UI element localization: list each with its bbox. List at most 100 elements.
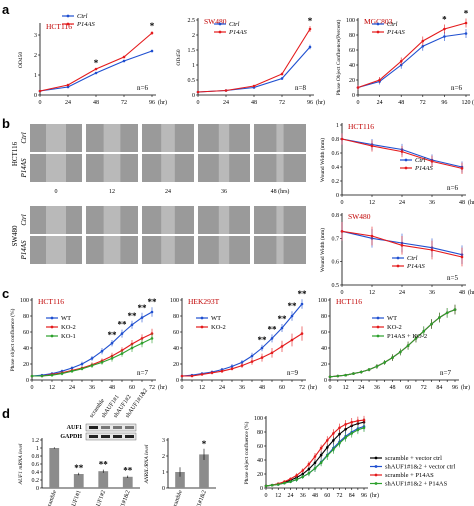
data-point (230, 365, 234, 368)
x-tick-label: 96 (149, 100, 155, 106)
series-line (32, 333, 153, 377)
legend-marker (200, 316, 204, 320)
x-unit-label: (hr) (316, 99, 325, 106)
x-tick-label: 12 (343, 385, 349, 391)
legend-label: Ctrl (407, 255, 418, 262)
y-tick-label: 60 (257, 444, 263, 450)
y-tick-label: 80 (23, 314, 29, 320)
x-tick-label: 120 (462, 100, 471, 106)
series-ko-1 (30, 333, 154, 378)
data-point (276, 483, 280, 486)
blot-strip (85, 432, 137, 441)
legend-label: shAUF1#1&2 + P14AS (385, 481, 448, 488)
wound-gap (103, 154, 121, 182)
x-tick-label: 0 (39, 100, 42, 106)
significance-star: ** (278, 314, 288, 324)
x-tick-label: 84 (349, 493, 355, 499)
panel-letter-b: b (2, 116, 10, 131)
data-point (319, 453, 323, 457)
wound-cell-label: HCT116 (11, 141, 19, 166)
data-point (130, 346, 134, 350)
data-point (438, 316, 441, 319)
data-point (313, 467, 317, 470)
x-tick-label: 12 (369, 200, 375, 206)
data-point (328, 375, 332, 379)
data-point (110, 341, 114, 345)
data-point (362, 418, 366, 422)
y-tick-label: 100 (254, 416, 263, 422)
y-tick-label: 0.8 (332, 213, 340, 219)
western-blot: scrambleshAUF1#1shAUF1#2shAUF1#1&2AUF1GA… (60, 388, 149, 441)
data-point (150, 31, 154, 35)
x-tick-label: 36 (429, 200, 435, 206)
data-point (122, 59, 126, 63)
series-ko-2 (180, 326, 304, 378)
data-point (66, 83, 70, 87)
x-unit-label: (hrs) (468, 289, 474, 296)
x-tick-label: 84 (436, 385, 442, 391)
significance-star: * (150, 21, 155, 31)
y-tick-label: 3 (162, 438, 165, 444)
legend-c3: WT KO-2 P14AS + KO-2 (372, 315, 427, 340)
legend-c1: WT KO-2 KO-1 (46, 315, 76, 340)
legend-marker (376, 334, 380, 338)
data-point (460, 255, 464, 259)
wound-time-label: 0 (55, 189, 58, 195)
y-tick-label: 80 (321, 314, 327, 320)
wound-time-label: 36 (221, 189, 227, 195)
significance-star: * (202, 439, 207, 449)
data-point (338, 426, 341, 430)
legend-label: KO-2 (211, 324, 226, 331)
legend-marker (50, 316, 54, 320)
y-tick-label: 60 (173, 330, 179, 336)
x-tick-label: 0 (181, 385, 184, 391)
data-point (300, 332, 304, 335)
x-unit-label: (hr) (158, 99, 167, 106)
chart-a1: 0 1 2 3 0 24 48 72 96 (hr) OD450 HCT116 * * n=6 (18, 21, 167, 106)
y-tick-label: 0.8 (32, 454, 40, 460)
significance-star: ** (118, 320, 128, 330)
blot-band (101, 426, 110, 429)
x-tick-label: 24 (399, 290, 405, 296)
legend-label: WT (387, 315, 397, 322)
series-line (39, 50, 153, 92)
y-tick-label: 0 (162, 486, 165, 492)
legend-marker (200, 325, 204, 329)
data-point (350, 420, 354, 424)
legend-marker (376, 316, 380, 320)
data-point (301, 472, 305, 476)
significance-star: ** (258, 335, 268, 345)
data-point (283, 481, 286, 485)
x-tick-label: 0 (341, 290, 344, 296)
x-tick-label: 36 (239, 385, 245, 391)
y-tick-label: 60 (349, 48, 355, 54)
y-tick-label: 0 (324, 378, 327, 384)
data-point (220, 369, 224, 373)
legend-label: KO-2 (61, 324, 76, 331)
data-point (120, 352, 124, 355)
blot-band (101, 435, 110, 438)
data-point (290, 314, 294, 318)
n-label: n=7 (440, 369, 451, 377)
data-point (150, 49, 154, 53)
y-axis-label: Wound Width (mm) (319, 228, 326, 272)
panel-letter-d: d (2, 406, 10, 421)
panel-letter-a: a (2, 2, 10, 17)
data-point (332, 432, 335, 435)
series-scramble-vector-ctrl (264, 418, 366, 488)
x-tick-label: shAUF1#2 (92, 490, 107, 506)
data-point (464, 21, 468, 25)
x-tick-label: 72 (121, 100, 127, 106)
data-point (94, 71, 98, 75)
significance-star: ** (298, 289, 308, 299)
n-label: n=5 (447, 274, 458, 282)
y-tick-label: 0 (36, 486, 39, 492)
wound-gap (161, 236, 175, 264)
x-tick-label: 72 (337, 493, 343, 499)
data-point (332, 439, 335, 442)
legend-marker (50, 334, 54, 338)
y-tick-label: 80 (173, 314, 179, 320)
legend-c2: WT KO-2 (196, 315, 226, 331)
